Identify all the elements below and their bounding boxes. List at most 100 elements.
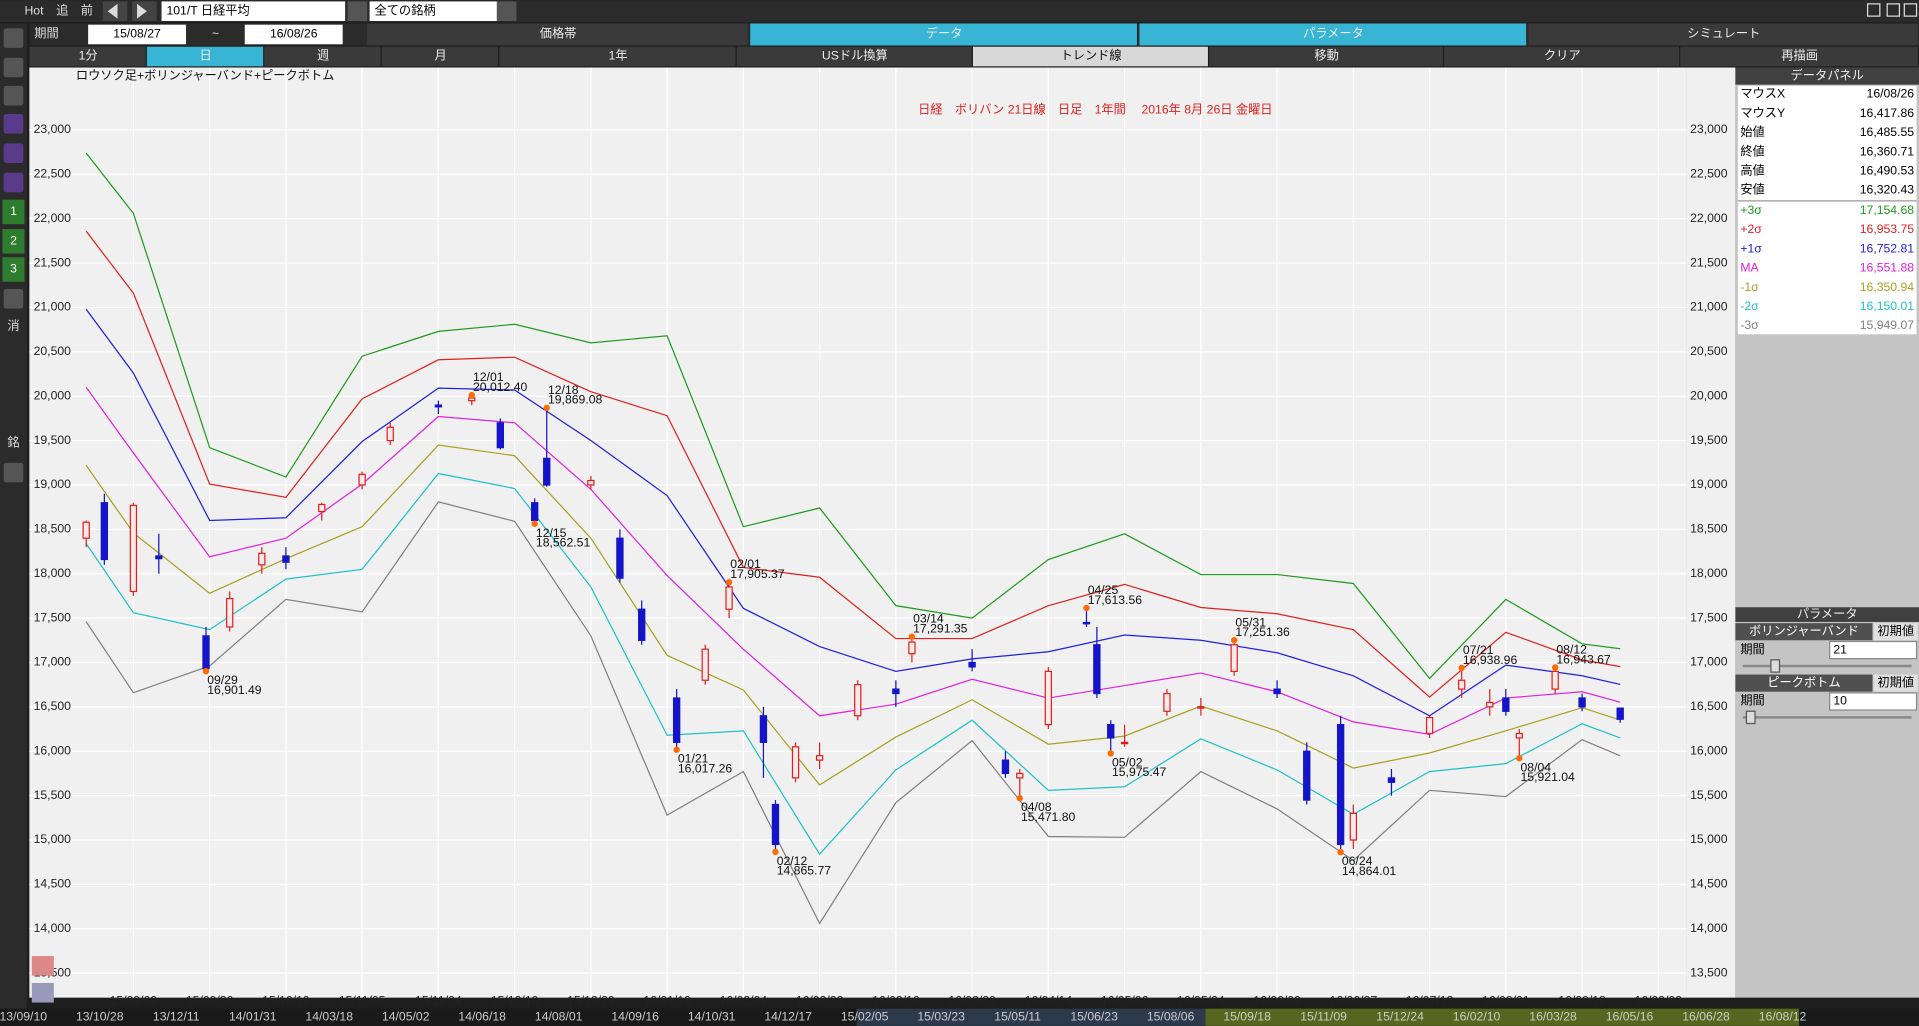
tab-label: 価格帯 (540, 26, 577, 41)
candle-body (1387, 777, 1396, 783)
tool-button[interactable] (146, 46, 264, 67)
dropdown[interactable] (347, 1, 368, 22)
sidebar-icon[interactable] (3, 462, 24, 483)
sidebar-icon[interactable] (2, 199, 25, 225)
annotation-date: 12/15 (536, 526, 567, 540)
tool-button-label: 週 (317, 49, 329, 63)
slider-thumb[interactable] (1770, 659, 1781, 673)
tool-button-label: クリア (1544, 49, 1581, 63)
scrollbar-date: 16/06/28 (1682, 1009, 1730, 1023)
tab[interactable] (1139, 23, 1527, 46)
param-input[interactable] (1829, 692, 1918, 711)
hot-label[interactable]: Hot (24, 3, 44, 17)
y-tick-label: 21,000 (34, 300, 72, 314)
panel-value: 16,417.86 (1860, 106, 1915, 120)
y-tick-label: 14,500 (34, 877, 72, 891)
window-button[interactable] (1866, 3, 1881, 17)
tab[interactable] (750, 23, 1137, 46)
candle-body (1107, 724, 1115, 739)
annotation-date: 06/24 (1342, 854, 1373, 868)
scrollbar-date: 15/12/24 (1376, 1009, 1424, 1023)
sidebar-icon[interactable] (3, 114, 24, 134)
tool-button[interactable] (499, 46, 736, 67)
y-tick-label: 22,000 (1690, 211, 1728, 225)
x-tick-label: 16/08/01 (1482, 994, 1530, 1008)
tool-button[interactable] (1209, 46, 1443, 67)
chart-icon[interactable] (31, 982, 54, 1003)
sidebar-icon[interactable] (3, 57, 24, 78)
panel-label: 終値 (1740, 143, 1764, 158)
sidebar-icon[interactable] (3, 85, 24, 106)
tool-button[interactable] (1444, 46, 1680, 67)
y-tick-label: 19,000 (1690, 477, 1728, 491)
peak-bottom-dot (468, 391, 475, 399)
sidebar-text[interactable]: 銘 (7, 434, 19, 449)
candle-body (100, 502, 109, 561)
toolbar-button[interactable]: 前 (81, 2, 93, 17)
sidebar-icon[interactable] (3, 172, 24, 193)
tool-button[interactable] (972, 46, 1208, 67)
tool-button[interactable] (1680, 46, 1918, 67)
y-tick-label: 16,000 (34, 743, 72, 757)
sidebar-bg (0, 23, 27, 1009)
reset-button[interactable] (1873, 674, 1918, 692)
y-tick-label: 15,000 (1690, 832, 1728, 846)
candle-body (854, 684, 862, 717)
tool-button-label: 日 (199, 49, 211, 63)
x-tick-label: 15/10/19 (262, 994, 310, 1008)
date-box[interactable] (88, 24, 187, 45)
date-box[interactable] (244, 24, 343, 45)
x-tick-label: 16/07/13 (1406, 994, 1454, 1008)
param-label: 期間 (1740, 642, 1764, 656)
sidebar-icon[interactable] (3, 28, 24, 48)
tool-button-label: 1年 (609, 49, 628, 63)
slider-thumb[interactable] (1745, 710, 1756, 725)
annotation-value: 17,905.37 (730, 567, 785, 581)
sidebar-icon[interactable] (3, 143, 24, 163)
reset-label: 初期値 (1877, 674, 1914, 689)
y-tick-label: 15,500 (1690, 788, 1728, 802)
tool-button[interactable] (29, 46, 146, 67)
tool-button[interactable] (264, 46, 381, 67)
tool-button[interactable] (736, 46, 972, 67)
window-button[interactable] (1903, 3, 1918, 17)
candle-body (1515, 732, 1523, 739)
panel-title: パラメータ (1797, 607, 1858, 621)
annotation-value: 17,251.36 (1235, 625, 1290, 639)
tab[interactable] (1528, 23, 1918, 46)
tool-button[interactable] (381, 46, 499, 67)
symbol-box[interactable] (161, 1, 346, 22)
tool-button-label: 再描画 (1781, 49, 1818, 63)
candle-body (616, 537, 624, 579)
candle-body (759, 715, 768, 743)
y-tick-label: 15,500 (34, 788, 72, 802)
reset-button[interactable] (1873, 623, 1918, 641)
param-input[interactable] (1829, 640, 1918, 660)
y-tick-label: 17,500 (34, 610, 72, 624)
tool-button-label: USドル換算 (822, 48, 888, 63)
candle-body (968, 661, 976, 668)
plot-bg (29, 67, 1687, 998)
candle-body (1349, 812, 1358, 841)
tool-button-label: 1分 (79, 49, 98, 63)
panel-value: 16,485.55 (1860, 125, 1915, 139)
annotation-date: 03/14 (913, 612, 944, 626)
toolbar-button[interactable]: 追 (56, 2, 68, 17)
window-button[interactable] (1886, 3, 1901, 17)
sidebar-text[interactable]: 消 (7, 319, 19, 333)
panel-title: データパネル (1791, 67, 1864, 82)
dropdown[interactable] (496, 1, 517, 22)
panel-header (1735, 67, 1919, 85)
tab[interactable] (367, 23, 748, 46)
panel-body (1737, 85, 1917, 335)
sidebar-icon[interactable] (2, 257, 25, 282)
sidebar-icon[interactable] (2, 229, 25, 254)
sidebar-icon[interactable] (3, 289, 24, 309)
universe-box[interactable] (369, 1, 497, 22)
param-value: 10 (1833, 694, 1847, 708)
chart-icon[interactable] (31, 956, 54, 976)
x-tick-label: 15/11/24 (415, 994, 462, 1008)
scroll-thumb[interactable] (1205, 1008, 1800, 1026)
candle-body (1197, 706, 1205, 709)
